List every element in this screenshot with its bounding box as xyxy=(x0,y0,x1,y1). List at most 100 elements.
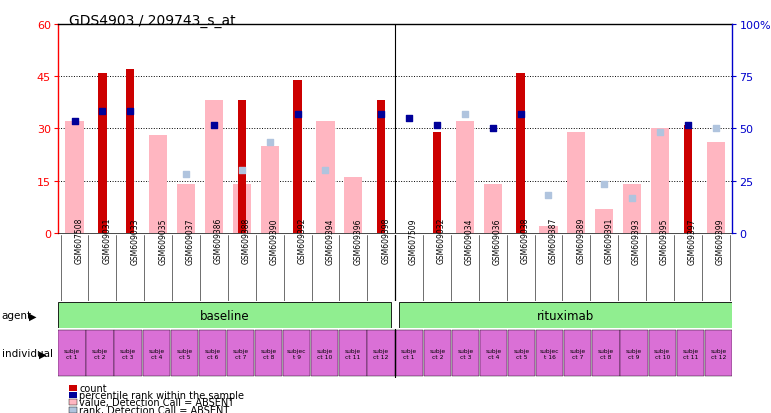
Text: GSM609034: GSM609034 xyxy=(465,218,474,264)
Text: GSM609035: GSM609035 xyxy=(158,218,167,264)
Bar xyxy=(98,74,106,233)
Text: subje
ct 11: subje ct 11 xyxy=(345,348,361,359)
Text: subjec
t 9: subjec t 9 xyxy=(287,348,307,359)
Bar xyxy=(66,122,83,233)
Point xyxy=(375,112,387,119)
Point xyxy=(626,195,638,202)
Bar xyxy=(399,303,732,328)
Text: subje
ct 2: subje ct 2 xyxy=(429,348,446,359)
Text: subje
ct 12: subje ct 12 xyxy=(710,348,726,359)
Point xyxy=(207,122,220,129)
Text: subje
ct 3: subje ct 3 xyxy=(120,348,136,359)
Text: GSM609392: GSM609392 xyxy=(298,218,307,264)
Bar xyxy=(705,331,732,376)
Text: GSM607509: GSM607509 xyxy=(409,218,418,264)
Bar xyxy=(396,331,423,376)
Text: GSM609032: GSM609032 xyxy=(437,218,446,264)
Point xyxy=(319,168,332,174)
Point xyxy=(124,108,136,115)
Text: rituximab: rituximab xyxy=(537,309,594,322)
Text: GSM609394: GSM609394 xyxy=(325,218,335,264)
Bar xyxy=(58,303,391,328)
Text: GSM609038: GSM609038 xyxy=(520,218,530,264)
Text: ▶: ▶ xyxy=(39,349,46,358)
Text: GSM609398: GSM609398 xyxy=(381,218,390,264)
Bar xyxy=(170,331,198,376)
Text: subje
ct 1: subje ct 1 xyxy=(64,348,80,359)
Bar xyxy=(517,74,525,233)
Text: GSM609389: GSM609389 xyxy=(577,218,585,264)
Text: GSM609390: GSM609390 xyxy=(270,218,278,264)
Bar xyxy=(261,147,279,233)
Point xyxy=(431,122,443,129)
Text: subje
ct 10: subje ct 10 xyxy=(654,348,670,359)
Bar xyxy=(177,185,195,233)
Bar xyxy=(283,331,311,376)
Text: GSM609391: GSM609391 xyxy=(604,218,613,264)
Bar xyxy=(684,126,692,233)
Bar xyxy=(456,122,474,233)
Bar xyxy=(508,331,535,376)
Bar xyxy=(595,209,613,233)
Text: subje
ct 5: subje ct 5 xyxy=(177,348,193,359)
Bar xyxy=(255,331,282,376)
Text: GSM609031: GSM609031 xyxy=(103,218,112,264)
Text: subje
ct 12: subje ct 12 xyxy=(373,348,389,359)
Point xyxy=(459,112,471,119)
Bar xyxy=(480,331,507,376)
Text: subje
ct 4: subje ct 4 xyxy=(148,348,164,359)
Text: GSM609399: GSM609399 xyxy=(715,218,725,264)
Bar xyxy=(227,331,254,376)
Bar xyxy=(199,331,226,376)
Text: subje
ct 4: subje ct 4 xyxy=(486,348,502,359)
Text: GSM609037: GSM609037 xyxy=(186,218,195,264)
Point xyxy=(96,108,109,115)
Point xyxy=(682,122,694,129)
Bar xyxy=(237,101,246,233)
Text: subje
ct 5: subje ct 5 xyxy=(513,348,530,359)
Bar xyxy=(86,331,113,376)
Text: subje
ct 2: subje ct 2 xyxy=(92,348,108,359)
Bar xyxy=(567,133,585,233)
Text: GSM609033: GSM609033 xyxy=(130,218,140,264)
Text: subje
ct 7: subje ct 7 xyxy=(233,348,248,359)
Bar xyxy=(707,143,725,233)
Bar xyxy=(483,185,502,233)
Text: subje
ct 9: subje ct 9 xyxy=(626,348,642,359)
Point xyxy=(180,171,192,178)
Text: subje
ct 8: subje ct 8 xyxy=(598,348,614,359)
Text: GSM609036: GSM609036 xyxy=(493,218,502,264)
Text: individual: individual xyxy=(2,349,52,358)
Text: GSM609396: GSM609396 xyxy=(353,218,362,264)
Bar xyxy=(564,331,591,376)
Text: subjec
t 16: subjec t 16 xyxy=(540,348,560,359)
Text: subje
ct 3: subje ct 3 xyxy=(457,348,473,359)
Text: subje
ct 7: subje ct 7 xyxy=(570,348,586,359)
Text: subje
ct 10: subje ct 10 xyxy=(317,348,333,359)
Bar xyxy=(294,81,301,233)
Bar xyxy=(345,178,362,233)
Bar xyxy=(621,331,648,376)
Text: GSM609397: GSM609397 xyxy=(688,218,697,264)
Bar xyxy=(651,129,669,233)
Text: value, Detection Call = ABSENT: value, Detection Call = ABSENT xyxy=(79,397,234,407)
Bar xyxy=(623,185,641,233)
Point xyxy=(542,192,554,198)
Point xyxy=(514,112,527,119)
Text: subje
ct 6: subje ct 6 xyxy=(204,348,221,359)
Text: rank, Detection Call = ABSENT: rank, Detection Call = ABSENT xyxy=(79,405,230,413)
Bar xyxy=(540,226,557,233)
Point xyxy=(487,126,499,132)
Bar xyxy=(368,331,395,376)
Text: subje
ct 11: subje ct 11 xyxy=(682,348,699,359)
Bar xyxy=(648,331,676,376)
Text: GSM609388: GSM609388 xyxy=(242,218,251,264)
Bar xyxy=(205,101,223,233)
Bar xyxy=(452,331,479,376)
Bar xyxy=(592,331,620,376)
Point xyxy=(291,112,304,119)
Text: GSM607508: GSM607508 xyxy=(75,218,83,264)
Bar xyxy=(149,136,167,233)
Text: GSM609387: GSM609387 xyxy=(548,218,557,264)
Text: GDS4903 / 209743_s_at: GDS4903 / 209743_s_at xyxy=(69,14,236,28)
